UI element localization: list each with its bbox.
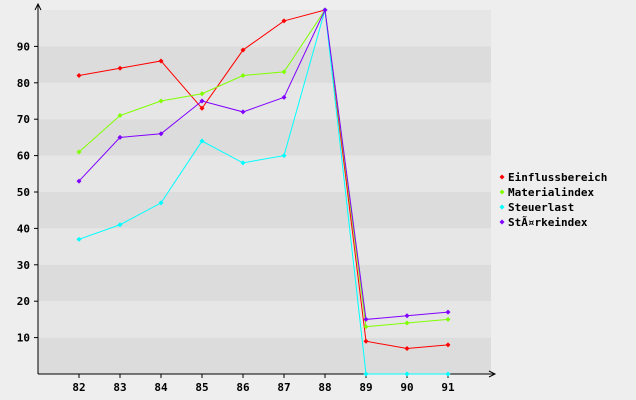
data-point (199, 98, 205, 104)
y-axis-arrow (34, 2, 42, 11)
data-point (322, 7, 328, 13)
y-tick-label: 50 (17, 186, 30, 199)
data-point (404, 371, 410, 377)
data-point (199, 105, 205, 111)
x-tick-label: 88 (318, 381, 331, 394)
x-tick-label: 83 (113, 381, 126, 394)
data-point (158, 58, 164, 64)
y-tick-label: 10 (17, 332, 30, 345)
data-point (404, 320, 410, 326)
data-point (158, 98, 164, 104)
data-point (240, 73, 246, 79)
data-point (363, 338, 369, 344)
data-point (240, 160, 246, 166)
legend-label: Steuerlast (508, 201, 574, 214)
data-point (445, 342, 451, 348)
data-point (158, 200, 164, 206)
data-point (76, 149, 82, 155)
x-tick-label: 86 (236, 381, 250, 394)
grid-band (38, 155, 491, 192)
legend-marker (499, 189, 505, 195)
data-point (363, 316, 369, 322)
legend-marker (499, 174, 505, 180)
legend-label: Materialindex (508, 186, 594, 199)
data-point (363, 324, 369, 330)
grid-band (38, 301, 491, 338)
data-point (281, 18, 287, 24)
y-tick-label: 80 (17, 77, 30, 90)
legend-item: Materialindex (499, 186, 594, 199)
legend-item: StÃ¤rkeindex (499, 216, 588, 229)
y-tick-label: 20 (17, 295, 30, 308)
legend-item: Steuerlast (499, 201, 574, 214)
series-line (78, 9, 449, 350)
data-point (404, 346, 410, 352)
data-point (117, 113, 123, 119)
series-line (78, 8, 449, 320)
data-point (363, 371, 369, 377)
legend-item: Einflussbereich (499, 171, 607, 184)
data-point (445, 316, 451, 322)
x-tick-label: 82 (72, 381, 85, 394)
legend-marker (499, 204, 505, 210)
legend-label: Einflussbereich (508, 171, 607, 184)
series-line (78, 9, 448, 375)
x-tick-label: 90 (400, 381, 413, 394)
data-point (281, 94, 287, 100)
data-point (199, 91, 205, 97)
data-point (117, 134, 123, 140)
series-line (78, 8, 449, 328)
data-point (445, 371, 451, 377)
data-point (281, 69, 287, 75)
x-tick-label: 89 (359, 381, 372, 394)
grid-band (38, 46, 491, 83)
grid-band (38, 82, 491, 120)
y-tick-label: 70 (17, 113, 30, 126)
legend-label: StÃ¤rkeindex (508, 216, 588, 229)
x-tick-label: 84 (154, 381, 168, 394)
data-point (281, 153, 287, 159)
data-point (404, 313, 410, 319)
data-point (199, 138, 205, 144)
grid-band (38, 119, 491, 156)
x-tick-label: 85 (195, 381, 208, 394)
legend-marker (499, 219, 505, 225)
data-point (240, 109, 246, 115)
data-point (76, 73, 82, 79)
data-point (76, 178, 82, 184)
y-tick-label: 30 (17, 259, 30, 272)
grid-band (38, 192, 491, 229)
series-3 (76, 7, 451, 322)
data-point (76, 236, 82, 242)
grid-band (38, 228, 491, 265)
data-point (445, 309, 451, 315)
data-point (240, 47, 246, 53)
data-point (158, 131, 164, 137)
y-tick-label: 90 (17, 40, 30, 53)
data-point (117, 65, 123, 71)
grid-band (38, 337, 491, 374)
grid-band (38, 10, 491, 47)
y-tick-label: 40 (17, 222, 30, 235)
x-axis-arrow (488, 370, 497, 378)
y-tick-label: 60 (17, 150, 30, 163)
x-tick-label: 87 (277, 381, 290, 394)
data-point (117, 222, 123, 228)
grid-band (38, 264, 491, 302)
x-tick-label: 91 (441, 381, 455, 394)
